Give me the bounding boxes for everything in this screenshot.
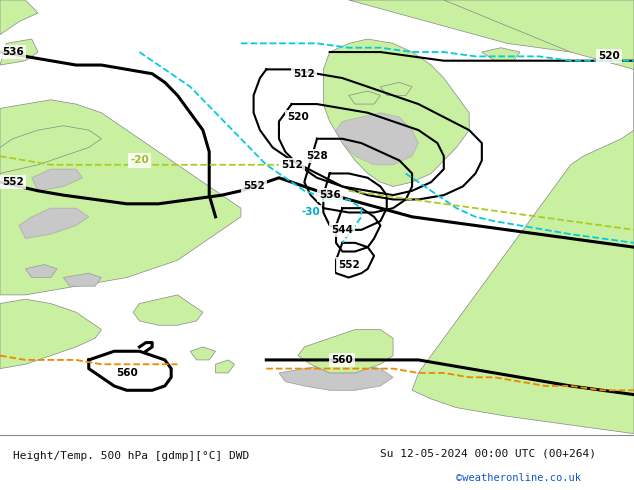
Polygon shape [190,347,216,360]
Text: 536: 536 [2,47,23,57]
Polygon shape [279,364,393,390]
Polygon shape [0,100,241,295]
Text: 544: 544 [332,225,353,235]
Text: 536: 536 [319,190,340,200]
Text: 552: 552 [338,260,359,270]
Polygon shape [336,113,418,165]
Text: -30: -30 [301,207,320,218]
Polygon shape [216,360,235,373]
Polygon shape [133,295,203,325]
Polygon shape [0,299,101,368]
Text: Height/Temp. 500 hPa [gdmp][°C] DWD: Height/Temp. 500 hPa [gdmp][°C] DWD [13,451,249,461]
Polygon shape [19,208,89,239]
Polygon shape [0,0,38,35]
Polygon shape [63,273,101,286]
Text: 512: 512 [281,160,302,170]
Polygon shape [32,169,82,191]
Polygon shape [323,39,469,187]
Polygon shape [298,330,393,373]
Text: 552: 552 [2,177,23,187]
Text: 528: 528 [306,151,328,161]
Polygon shape [412,0,634,434]
Polygon shape [0,39,38,65]
Text: 520: 520 [287,112,309,122]
Polygon shape [349,0,634,61]
Polygon shape [380,82,412,96]
Polygon shape [349,91,380,104]
Text: 552: 552 [243,181,264,192]
Polygon shape [0,126,101,173]
Polygon shape [482,48,520,61]
Text: -20: -20 [130,155,149,166]
Polygon shape [25,265,57,277]
Text: 560: 560 [332,355,353,365]
Text: 560: 560 [116,368,138,378]
Text: ©weatheronline.co.uk: ©weatheronline.co.uk [456,472,581,483]
Text: Su 12-05-2024 00:00 UTC (00+264): Su 12-05-2024 00:00 UTC (00+264) [380,448,597,458]
Text: 512: 512 [294,69,315,79]
Text: 520: 520 [598,51,619,61]
